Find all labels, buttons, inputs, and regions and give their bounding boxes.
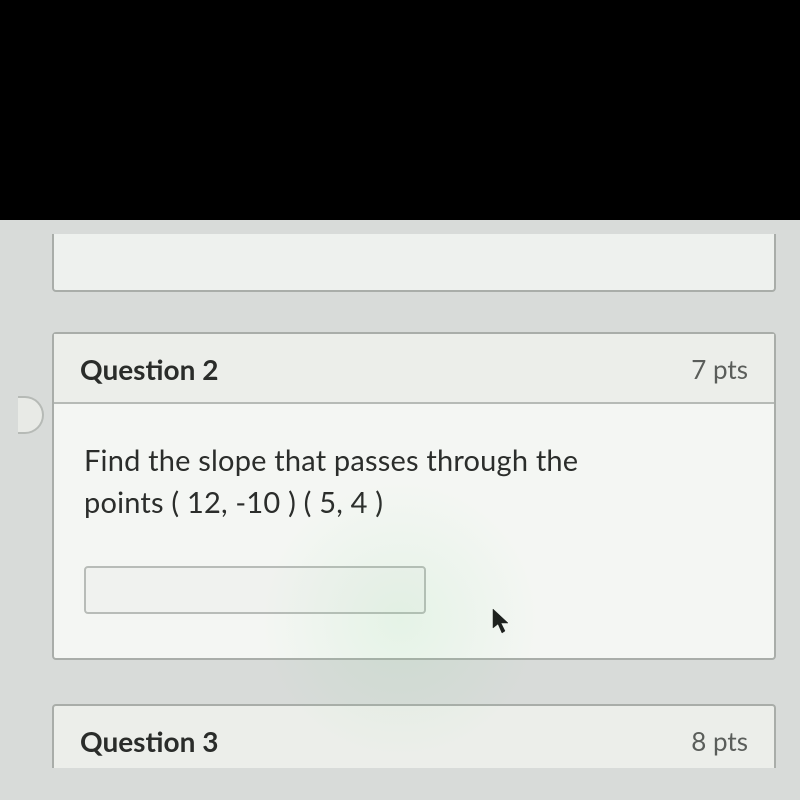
previous-question-card-bottom [52, 234, 776, 292]
quiz-page: Question 2 7 pts Find the slope that pas… [0, 220, 800, 800]
prompt-line-2: points ( 12, -10 ) ( 5, 4 ) [84, 485, 383, 520]
prompt-line-1: Find the slope that passes through the [84, 443, 578, 478]
window-black-bar [0, 0, 800, 220]
question-2-title: Question 2 [80, 352, 218, 386]
question-marker [18, 396, 44, 434]
question-2-header: Question 2 7 pts [54, 334, 774, 404]
question-2-prompt: Find the slope that passes through the p… [84, 440, 744, 524]
question-2-body: Find the slope that passes through the p… [54, 404, 774, 658]
question-3-points: 8 pts [691, 725, 748, 757]
question-2-points: 7 pts [691, 353, 748, 385]
question-3-title: Question 3 [80, 724, 218, 758]
answer-input[interactable] [84, 566, 426, 614]
question-2-card: Question 2 7 pts Find the slope that pas… [52, 332, 776, 660]
question-3-header: Question 3 8 pts [52, 704, 776, 768]
mouse-cursor-icon [492, 608, 510, 634]
